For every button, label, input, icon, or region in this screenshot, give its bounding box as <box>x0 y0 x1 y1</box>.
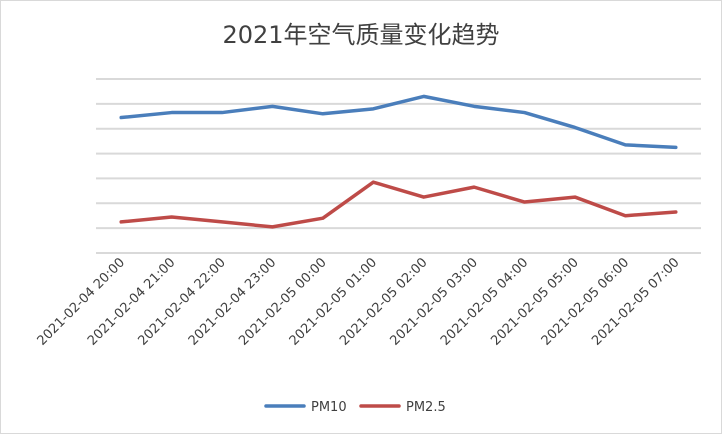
chart-title: 2021年空气质量变化趋势 <box>222 21 500 49</box>
x-tick-label: 2021-02-05 03:00 <box>388 255 481 348</box>
x-tick-label: 2021-02-04 20:00 <box>35 255 128 348</box>
series-line-pm25 <box>119 180 678 229</box>
x-tick-label: 2021-02-04 21:00 <box>85 255 178 348</box>
legend-label: PM2.5 <box>406 400 446 415</box>
x-tick-label: 2021-02-05 01:00 <box>287 255 380 348</box>
x-tick-label: 2021-02-04 23:00 <box>186 255 279 348</box>
x-tick-label: 2021-02-05 05:00 <box>488 255 581 348</box>
x-tick-label: 2021-02-05 00:00 <box>236 255 329 348</box>
x-tick-label: 2021-02-05 04:00 <box>438 255 531 348</box>
x-tick-label: 2021-02-05 06:00 <box>539 255 632 348</box>
x-tick-label: 2021-02-04 22:00 <box>135 255 228 348</box>
legend-label: PM10 <box>311 400 347 415</box>
x-tick-label: 2021-02-05 02:00 <box>337 255 430 348</box>
x-tick-label: 2021-02-05 07:00 <box>589 255 682 348</box>
series-line-pm10 <box>119 94 678 150</box>
